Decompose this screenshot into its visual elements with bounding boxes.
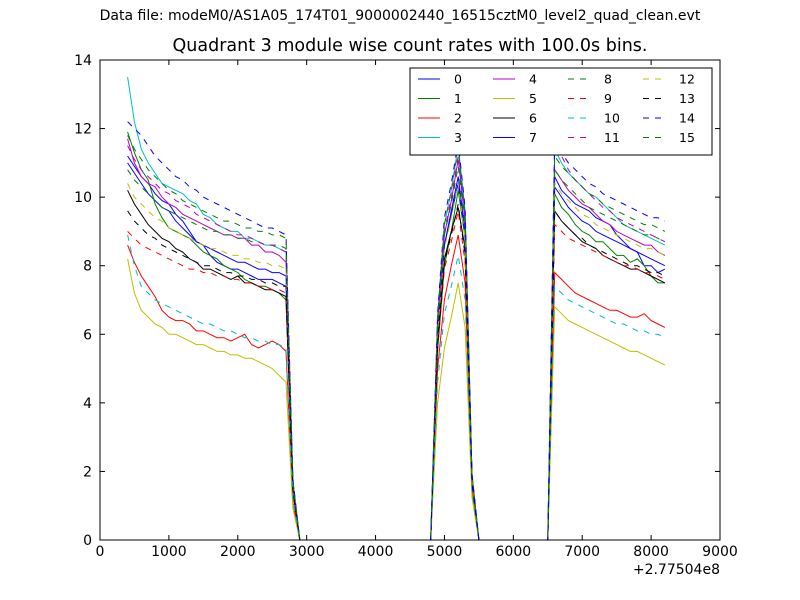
- series-line-9: [127, 210, 666, 541]
- legend-label-6: 6: [529, 111, 537, 126]
- series-line-5: [127, 258, 666, 541]
- legend-label-0: 0: [454, 72, 462, 87]
- legend-label-5: 5: [529, 91, 537, 106]
- legend-label-10: 10: [604, 111, 620, 126]
- series-line-7: [127, 162, 666, 541]
- series-line-14: [127, 121, 666, 541]
- series-line-10: [127, 234, 666, 541]
- x-tick-label: 8000: [633, 544, 669, 560]
- x-tick-label: 0: [96, 544, 105, 560]
- x-tick-label: 3000: [289, 544, 325, 560]
- legend-label-12: 12: [679, 72, 695, 87]
- legend-label-3: 3: [454, 130, 462, 145]
- legend-box: [409, 67, 713, 156]
- series-line-15: [127, 135, 666, 541]
- legend-label-8: 8: [604, 72, 612, 87]
- series-line-12: [127, 181, 666, 541]
- legend-label-15: 15: [679, 130, 695, 145]
- series-line-6: [127, 190, 666, 541]
- x-tick-label: 9000: [702, 544, 738, 560]
- x-tick-label: 2000: [220, 544, 256, 560]
- y-tick-label: 10: [74, 190, 92, 206]
- chart-title: Quadrant 3 module wise count rates with …: [172, 36, 648, 56]
- legend-label-7: 7: [529, 130, 537, 145]
- legend-label-13: 13: [679, 91, 695, 106]
- x-tick-label: 5000: [427, 544, 463, 560]
- y-tick-label: 4: [83, 396, 92, 412]
- plot-frame: [99, 59, 721, 541]
- figure-suptitle: Data file: modeM0/AS1A05_174T01_90000024…: [99, 8, 701, 24]
- legend-label-11: 11: [604, 130, 620, 145]
- legend-label-14: 14: [679, 111, 695, 126]
- y-tick-label: 6: [83, 327, 92, 343]
- series-line-1: [127, 131, 665, 541]
- legend-label-1: 1: [454, 91, 462, 106]
- x-tick-label: 1000: [151, 544, 187, 560]
- y-tick-label: 0: [83, 533, 92, 549]
- y-tick-label: 8: [83, 259, 92, 275]
- legend-label-2: 2: [454, 111, 462, 126]
- y-tick-label: 12: [74, 122, 92, 138]
- legend-label-4: 4: [529, 72, 537, 87]
- series-line-11: [127, 135, 666, 541]
- y-tick-label: 2: [83, 464, 92, 480]
- x-tick-label: 4000: [358, 544, 394, 560]
- x-offset-label: +2.77504e8: [632, 562, 720, 578]
- series-line-2: [127, 234, 666, 541]
- x-tick-label: 7000: [564, 544, 600, 560]
- y-tick-label: 14: [74, 53, 92, 69]
- series-line-0: [127, 155, 666, 541]
- axis-ticks: 0 1000 2000 3000 4000 5000 6000 7000 8000 9000 0 2 4…: [74, 53, 738, 560]
- x-tick-label: 6000: [496, 544, 532, 560]
- series-line-13: [127, 203, 666, 541]
- legend-label-9: 9: [604, 91, 612, 106]
